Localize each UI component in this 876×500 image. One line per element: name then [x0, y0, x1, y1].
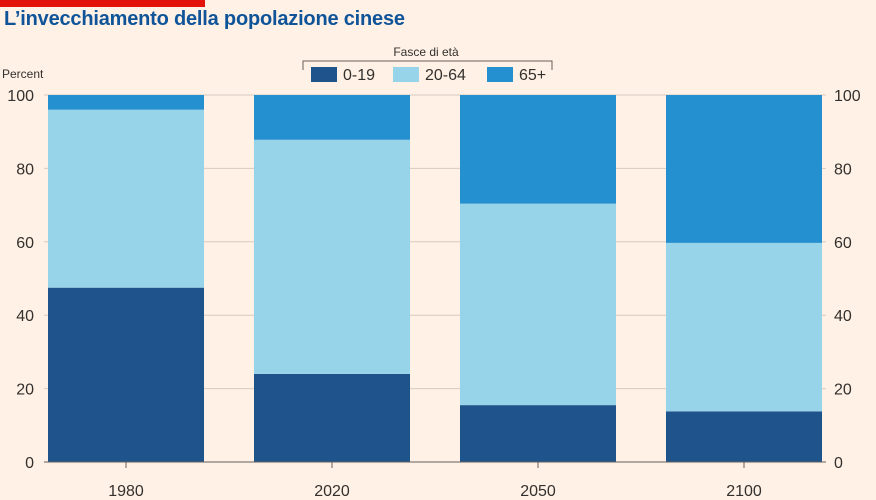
brand-accent-bar	[0, 0, 205, 7]
x-tick-label: 2100	[726, 483, 762, 500]
legend-swatch-20-64	[393, 67, 419, 82]
y-tick-label-right: 40	[834, 308, 852, 325]
legend-swatch-65+	[487, 67, 513, 82]
y-tick-label-right: 60	[834, 235, 852, 252]
y-tick-label-left: 0	[25, 455, 34, 472]
y-axis-label: Percent	[2, 67, 44, 81]
y-tick-label-right: 20	[834, 382, 852, 399]
legend-label-20-64: 20-64	[425, 67, 466, 84]
bar-segment-0-19-2100	[666, 411, 822, 462]
legend-bracket	[302, 60, 553, 70]
bar-segment-65+-1980	[48, 95, 204, 110]
bar-segment-65+-2100	[666, 95, 822, 243]
legend-label-0-19: 0-19	[343, 67, 375, 84]
legend-title: Fasce di età	[393, 45, 459, 59]
legend-label-65+: 65+	[519, 67, 546, 84]
bar-segment-0-19-2050	[460, 405, 616, 462]
y-tick-label-right: 80	[834, 161, 852, 178]
x-tick-label: 1980	[108, 483, 144, 500]
legend-swatch-0-19	[311, 67, 337, 82]
bar-segment-20-64-1980	[48, 109, 204, 288]
x-tick-label: 2020	[314, 483, 350, 500]
y-tick-label-left: 40	[16, 308, 34, 325]
y-tick-label-right: 0	[834, 455, 843, 472]
y-tick-label-left: 20	[16, 382, 34, 399]
y-tick-label-right: 100	[834, 88, 861, 105]
y-tick-label-left: 60	[16, 235, 34, 252]
y-tick-label-left: 80	[16, 161, 34, 178]
bar-segment-20-64-2020	[254, 139, 410, 374]
bar-segment-20-64-2100	[666, 242, 822, 412]
bar-segment-0-19-1980	[48, 287, 204, 462]
bar-segment-20-64-2050	[460, 203, 616, 406]
bar-segment-65+-2020	[254, 95, 410, 140]
bar-segment-0-19-2020	[254, 373, 410, 462]
x-tick-label: 2050	[520, 483, 556, 500]
chart-title: L’invecchiamento della popolazione cines…	[4, 8, 405, 30]
y-tick-label-left: 100	[7, 88, 34, 105]
bar-segment-65+-2050	[460, 95, 616, 204]
